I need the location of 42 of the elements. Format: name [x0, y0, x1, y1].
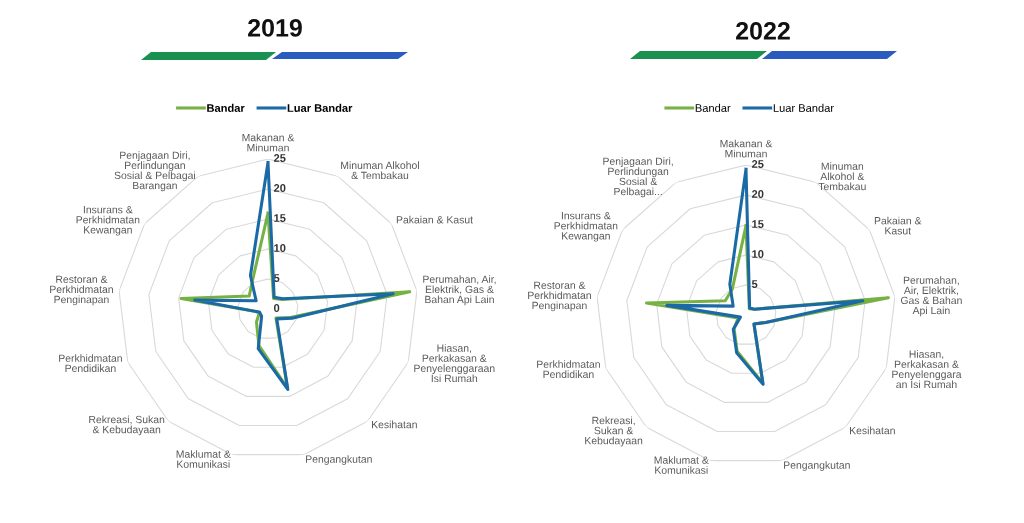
spoke-label: Kesihatan: [850, 426, 895, 435]
spoke-label: Restoran & Perkhidmatan Penginapan: [528, 281, 591, 312]
legend-label: Bandar: [695, 103, 731, 112]
y-tick-label: 10: [274, 244, 286, 252]
spoke-label: Rekreasi, Sukan & Kebudayaan: [89, 415, 165, 436]
spoke-label: Hiasan, Perkakasan & Penyelenggaraan Isi Rumah: [414, 344, 495, 383]
spoke-label: Restoran & Perkhidmatan Penginapan: [50, 275, 113, 306]
spoke-label: Perumahan, Air, Elektrik, Gas & Bahan Api Lain: [900, 276, 962, 317]
y-tick-label: 25: [273, 154, 286, 162]
spoke-label: Pengangkutan: [306, 455, 372, 465]
legend-label: Luar Bandar: [773, 103, 834, 112]
spoke-label: Penjagaan Diri, Perlindungan Sosial & Pelbagai...: [603, 157, 673, 198]
spoke-label: Insurans & Perkhidmatan Kewangan: [76, 206, 140, 236]
spoke-label: Penjagaan Diri, Perlindungan Sosial & Pelbagai Barangan: [114, 151, 196, 192]
y-tick-label: 20: [751, 190, 764, 198]
spoke-label: Minuman Alkohol & Tembakau: [341, 161, 419, 180]
spoke-label: Pakaian & Kasut: [874, 216, 922, 235]
spoke-label: Rekreasi, Sukan & Kebudayaan: [585, 416, 643, 447]
y-tick-label: 0: [273, 304, 280, 312]
y-tick-label: 25: [751, 160, 764, 168]
spoke-label: Kesihatan: [372, 420, 417, 429]
spoke-label: Hiasan, Perkakasan & Penyelenggara an Isi Rumah: [892, 350, 962, 389]
spoke-label: Perkhidmatan Pendidikan: [537, 360, 600, 378]
spoke-label: Minuman Alkohol & Tembakau: [818, 162, 866, 191]
y-tick-label: 10: [752, 250, 764, 258]
spoke-label: Insurans & Perkhidmatan Kewangan: [554, 212, 618, 242]
chart-title: 2022: [736, 22, 790, 40]
y-tick-label: 15: [274, 214, 286, 222]
spoke-label: Maklumat & Komunikasi: [176, 450, 231, 468]
spoke-label: Pengangkutan: [784, 461, 850, 471]
spoke-label: Maklumat & Komunikasi: [654, 456, 709, 474]
spoke-label: Perkhidmatan Pendidikan: [59, 354, 122, 372]
y-tick-label: 5: [751, 280, 758, 288]
legend-label: Bandar: [207, 103, 245, 112]
spoke-label: Makanan & Minuman: [242, 133, 295, 152]
spoke-label: Makanan & Minuman: [720, 139, 773, 158]
spoke-label: Pakaian & Kasut: [396, 215, 473, 224]
y-tick-label: 20: [273, 184, 286, 192]
y-tick-label: 15: [752, 220, 764, 228]
spoke-label: Perumahan, Air, Elektrik, Gas & Bahan Api Lain: [423, 275, 496, 306]
legend-label: Luar Bandar: [287, 103, 353, 112]
chart-title: 2019: [248, 19, 302, 37]
